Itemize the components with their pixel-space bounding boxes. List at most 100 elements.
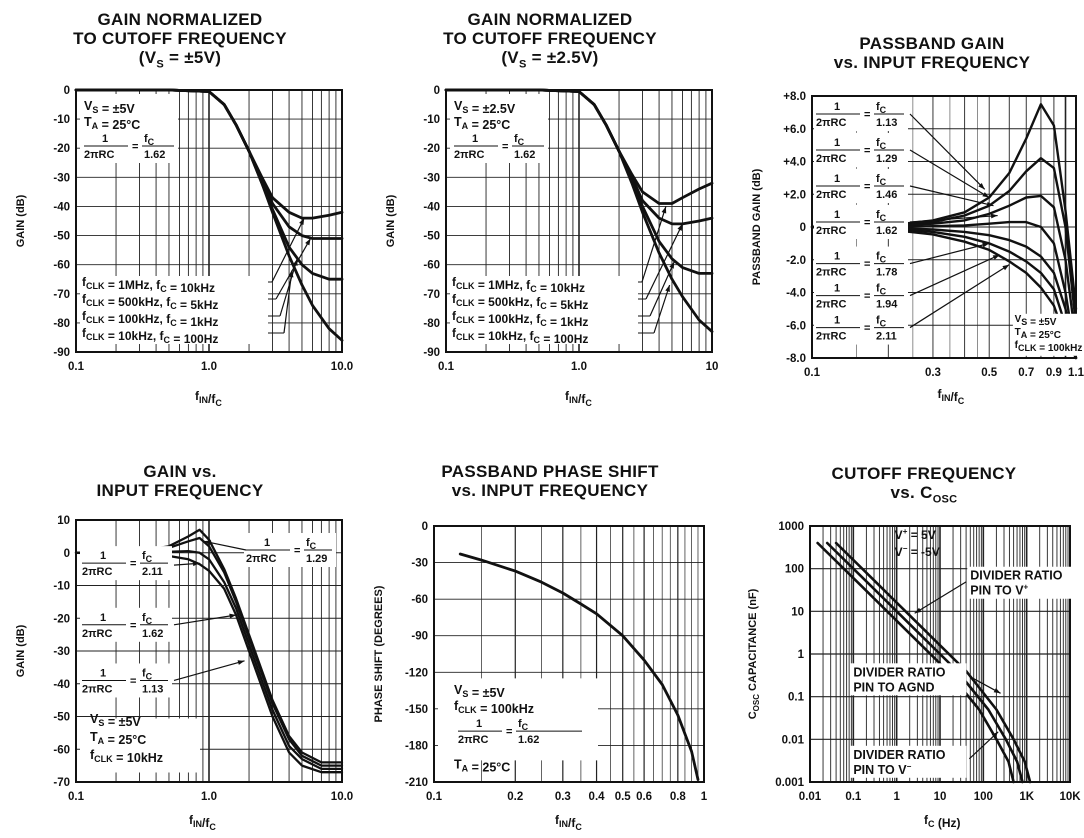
ratio-denominator: 2πRC [454,149,484,161]
chart-title-line: GAIN NORMALIZED [97,10,263,29]
y-tick-label: -10 [53,581,70,593]
divider-label-vminus: DIVIDER RATIO [853,748,945,762]
ratio-fc: fC [306,537,317,551]
ratio-numerator: 1 [100,667,106,679]
chart-gain-normalized-5v: GAIN NORMALIZED TO CUTOFF FREQUENCY (VS … [0,0,360,410]
chart-canvas: 0 -10 -20 -30 -40 -50 -60 -70 -80 -90 0.1 1.0 10 GAIN… [385,85,718,408]
chart-title-line: GAIN vs. [143,462,217,481]
equals-sign: = [130,558,136,570]
annotation-leader [909,113,986,190]
x-tick-label: 0.1 [438,361,455,373]
x-axis-label: fIN/fC [555,813,582,832]
x-tick-label: 10.0 [331,361,353,373]
y-tick-label: -60 [411,594,428,606]
ratio-numerator: 1 [476,718,482,730]
label-background [850,745,967,778]
x-tick-label: 10K [1059,791,1081,803]
y-tick-label: -30 [411,558,428,570]
ratio-value: 1.94 [876,299,898,311]
ratio-denominator: 2πRC [458,734,488,746]
x-tick-label: 1.1 [1068,367,1084,379]
equals-sign: = [130,675,136,687]
equals-sign: = [864,217,870,229]
equals-sign: = [864,145,870,157]
x-axis-label: fIN/fC [937,387,964,406]
chart-title: PASSBAND PHASE SHIFT vs. INPUT FREQUENCY [370,462,730,500]
y-tick-label: -40 [423,201,440,213]
annotation-fclk: fCLK = 100kHz [454,699,534,716]
y-tick-label: 10 [57,515,70,527]
ratio-numerator: 1 [100,550,106,562]
equals-sign: = [132,141,138,153]
y-tick-label: -80 [423,318,440,330]
y-tick-label: 1000 [778,521,804,533]
x-tick-label: 0.1 [804,367,821,379]
legend-entry: fCLK = 100kHz, fC = 1kHz [82,309,218,329]
annotation-vminus: V− = -5V [895,544,940,559]
chart-gain-vs-input: GAIN vs. INPUT FREQUENCY 10 0 -10 -20 -30 -40… [0,420,360,838]
ratio-fc: fC [144,133,155,147]
ratio-value: 1.78 [876,267,897,279]
arrow-head [288,270,294,278]
arrow-head [991,731,999,739]
x-axis-label: fIN/fC [565,389,592,408]
x-tick-label: 10.0 [331,791,353,803]
equals-sign: = [864,323,870,335]
annotation-ta: TA = 25°C [84,115,140,132]
divider-label-vminus: PIN TO V− [853,762,911,777]
equals-sign: = [864,109,870,121]
annotation-leader [204,540,247,551]
y-tick-label: -20 [53,143,70,155]
chart-title-line: PASSBAND PHASE SHIFT [441,462,659,481]
ratio-fc: fC [876,283,887,297]
x-tick-label: 10 [934,791,947,803]
ratio-fc: fC [876,209,887,223]
chart-title-line: INPUT FREQUENCY [96,481,264,500]
x-tick-label: 1.0 [201,361,217,373]
arrow-head [292,258,298,266]
x-tick-label: 100 [974,791,993,803]
arrow-head [669,261,675,269]
ratio-value: 1.62 [514,149,535,161]
y-tick-label: -40 [53,679,70,691]
series-line [810,220,1078,360]
chart-phase-shift: PASSBAND PHASE SHIFT vs. INPUT FREQUENCY… [370,420,730,838]
ratio-value: 2.11 [142,566,163,578]
annotation-leader [275,238,312,300]
annotation-leader [283,270,293,334]
annotation-leader [909,149,990,199]
ratio-denominator: 2πRC [816,225,846,237]
legend-entry: fCLK = 10kHz, fC = 100Hz [452,326,588,346]
ratio-denominator: 2πRC [82,566,112,578]
x-tick-label: 1 [893,791,900,803]
arrow-head [982,242,990,248]
x-tick-label: 0.8 [670,791,687,803]
label-background [850,663,967,696]
chart-title: GAIN NORMALIZED TO CUTOFF FREQUENCY (VS … [0,10,360,74]
annotation-leader [645,223,684,300]
ratio-numerator: 1 [100,612,106,624]
ratio-denominator: 2πRC [816,299,846,311]
ratio-numerator: 1 [264,537,270,549]
chart-title-line: (VS = ±5V) [138,48,222,71]
y-tick-label: 0.1 [788,692,805,704]
chart-title-line: CUTOFF FREQUENCY [831,464,1017,483]
ratio-value: 1.62 [876,225,897,237]
chart-title: GAIN NORMALIZED TO CUTOFF FREQUENCY (VS … [370,10,730,74]
plot-frame [445,89,713,353]
x-tick-label: 1K [1019,791,1034,803]
ratio-value: 1.46 [876,189,897,201]
arrow-head [978,182,985,190]
annotation-leader [968,731,999,760]
y-tick-label: -20 [423,143,440,155]
y-tick-label: 1 [798,649,805,661]
y-tick-label: -120 [405,667,428,679]
divider-label-agnd: DIVIDER RATIO [853,665,945,679]
x-tick-label: 1 [701,791,708,803]
y-axis-label: GAIN (dB) [385,194,397,247]
y-tick-label: -2.0 [786,255,806,267]
series-line [74,536,344,767]
chart-cutoff-vs-cosc: CUTOFF FREQUENCY vs. COSC 1000 100 10 1 0.1 0… [740,420,1084,838]
annotation-leader [173,660,245,682]
ratio-fc: fC [876,251,887,265]
